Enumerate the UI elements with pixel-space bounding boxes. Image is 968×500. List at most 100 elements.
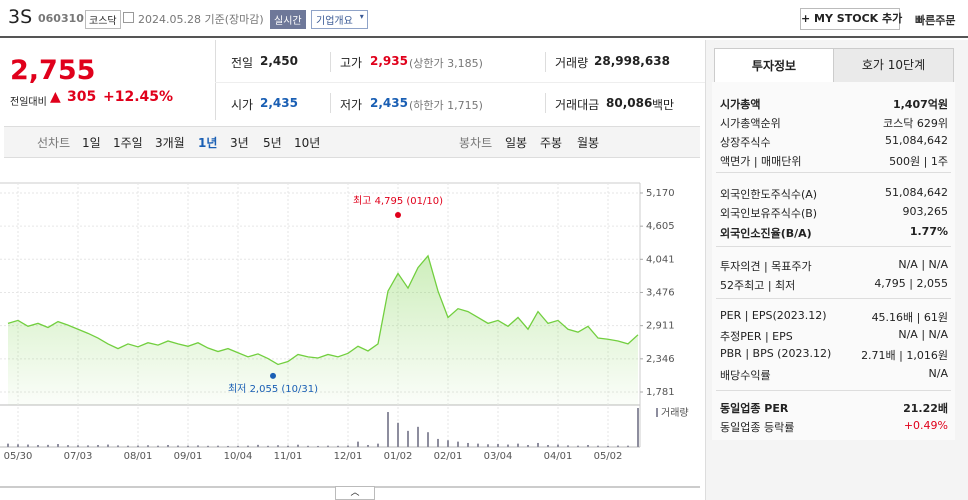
volume-bar — [257, 444, 259, 447]
side-tab-active[interactable]: 투자정보 — [714, 48, 834, 83]
volume-bar — [87, 445, 89, 447]
stat-value: 2,435 — [260, 96, 298, 110]
volume-bar — [507, 444, 509, 447]
info-value: 4,795 | 2,055 — [874, 277, 948, 290]
divider — [215, 40, 216, 120]
info-row: 외국인보유주식수(B) 903,265 — [720, 205, 948, 221]
divider — [716, 246, 951, 247]
period-tab[interactable]: 1주일 — [113, 136, 143, 150]
volume-bar — [227, 445, 229, 447]
volume-bar — [357, 441, 359, 447]
divider — [215, 82, 705, 83]
chart-tabs — [4, 126, 700, 158]
info-label: 외국인소진율(B/A) — [720, 227, 812, 240]
info-label: 시가총액순위 — [720, 117, 781, 130]
x-tick-label: 12/01 — [334, 451, 363, 462]
price-area — [8, 255, 638, 405]
stat-label: 시가 — [231, 98, 254, 112]
market-badge: 코스닥 — [85, 10, 121, 29]
info-label: PBR | BPS (2023.12) — [720, 347, 832, 360]
stat-label: 저가 — [340, 98, 363, 112]
info-label: 상장주식수 — [720, 136, 771, 149]
volume-bar — [67, 445, 69, 447]
info-value: 1.77% — [909, 225, 948, 238]
volume-bar — [457, 441, 459, 447]
divider — [716, 172, 951, 173]
info-label: 투자의견 | 목표주가 — [720, 260, 812, 273]
tab-group-label: 봉차트 — [459, 136, 493, 150]
volume-bar — [97, 444, 99, 447]
volume-bar — [637, 408, 639, 447]
volume-bar — [217, 445, 219, 447]
info-row: PER | EPS(2023.12) 45.16배 | 61원 — [720, 309, 948, 325]
info-label: PER | EPS(2023.12) — [720, 309, 827, 322]
candle-tab[interactable]: 주봉 — [540, 136, 563, 150]
info-label: 액면가 | 매매단위 — [720, 155, 802, 168]
volume-bar — [537, 442, 539, 447]
volume-bar — [497, 444, 499, 447]
info-row: 시가총액순위 코스닥 629위 — [720, 115, 948, 131]
volume-bar — [197, 445, 199, 447]
x-tick-label: 01/02 — [384, 451, 413, 462]
collapse-button[interactable]: ︿ — [335, 486, 375, 500]
y-tick-label: 3,476 — [646, 287, 675, 298]
quick-order[interactable]: 빠른주문 — [915, 14, 956, 27]
volume-bar — [287, 445, 289, 447]
volume-bar — [27, 444, 29, 447]
period-tab[interactable]: 3년 — [230, 136, 249, 150]
volume-bar — [397, 422, 399, 447]
stat-label: 거래량 — [555, 56, 589, 70]
stat-value: 80,086 — [606, 96, 653, 110]
period-tab[interactable]: 3개월 — [155, 136, 185, 150]
stat-unit: 백만 — [652, 98, 675, 112]
overview-text: 기업개요 — [316, 16, 353, 27]
volume-bar — [377, 443, 379, 447]
volume-bar — [367, 444, 369, 447]
info-value: 51,084,642 — [885, 134, 948, 147]
volume-bar — [577, 445, 579, 447]
period-tab[interactable]: 5년 — [263, 136, 282, 150]
info-value: N/A | N/A — [898, 328, 948, 341]
header-line — [0, 36, 968, 38]
period-tab[interactable]: 10년 — [294, 136, 321, 150]
x-tick-label: 02/01 — [434, 451, 463, 462]
volume-bar — [47, 444, 49, 447]
y-tick-label: 4,605 — [646, 221, 675, 232]
info-value: 2.71배 | 1,016원 — [861, 349, 948, 362]
info-label: 52주최고 | 최저 — [720, 279, 796, 292]
volume-bar — [7, 443, 9, 447]
side-tab[interactable]: 호가 10단계 — [833, 48, 954, 83]
info-value: 45.16배 | 61원 — [871, 311, 948, 324]
volume-bar — [277, 445, 279, 447]
price-line — [7, 254, 639, 366]
annotation-text: 최고 4,795 (01/10) — [353, 195, 443, 207]
info-row: 외국인소진율(B/A) 1.77% — [720, 225, 948, 241]
annotation-text: 최저 2,055 (10/31) — [228, 383, 318, 395]
volume-bar — [597, 445, 599, 447]
info-value: 1,407억원 — [892, 98, 948, 111]
change-pct: +12.45% — [103, 89, 174, 105]
info-row: 시가총액 1,407억원 — [720, 96, 948, 112]
info-value: 21.22배 — [903, 402, 948, 415]
candle-tab[interactable]: 월봉 — [577, 136, 600, 150]
period-tab[interactable]: 1일 — [82, 136, 101, 150]
stat-value: 2,935 — [370, 54, 408, 68]
stat-value: 2,450 — [260, 54, 298, 68]
info-value: 500원 | 1주 — [889, 155, 948, 168]
stock-name: 3S — [8, 6, 33, 28]
info-row: 투자의견 | 목표주가 N/A | N/A — [720, 258, 948, 274]
overview-dropdown[interactable]: 기업개요 ▾ — [311, 10, 368, 29]
mystock-button[interactable]: + MY STOCK 추가 — [800, 8, 902, 30]
candle-tab[interactable]: 일봉 — [505, 136, 528, 150]
stock-code: 060310 — [38, 12, 84, 25]
info-row: PBR | BPS (2023.12) 2.71배 | 1,016원 — [720, 347, 948, 363]
y-tick-label: 5,170 — [646, 188, 675, 199]
info-label: 외국인보유주식수(B) — [720, 207, 818, 220]
info-row: 동일업종 PER 21.22배 — [720, 400, 948, 416]
volume-bar — [607, 445, 609, 447]
side-content — [712, 82, 955, 440]
period-tab-active[interactable]: 1년 — [198, 136, 218, 150]
volume-bar — [407, 430, 409, 447]
realtime-badge[interactable]: 실시간 — [270, 10, 306, 29]
